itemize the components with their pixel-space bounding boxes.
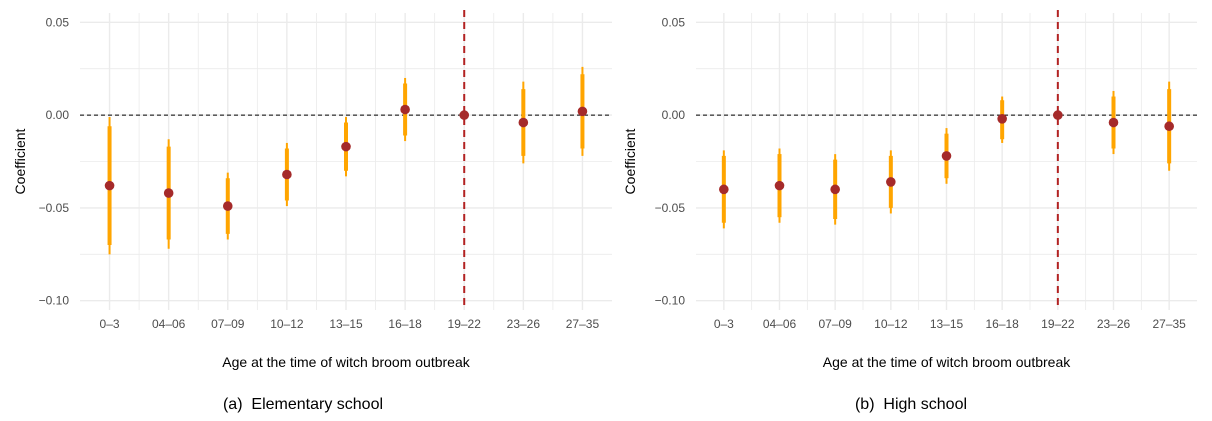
panel-caption: (b) High school	[855, 396, 967, 413]
x-tick-label: 16–18	[388, 317, 422, 331]
coefficient-point	[104, 180, 115, 191]
y-tick-label: −0.10	[39, 294, 70, 308]
x-tick-label: 16–18	[985, 317, 1019, 331]
x-tick-label: 07–09	[818, 317, 852, 331]
coefficient-point	[997, 114, 1007, 124]
x-tick-label: 10–12	[270, 317, 304, 331]
y-axis-title: Coefficient	[622, 128, 638, 194]
coefficient-point	[400, 104, 410, 115]
coefficient-point	[163, 188, 174, 198]
y-tick-label: 0.00	[46, 108, 70, 122]
x-tick-label: 0–3	[100, 317, 120, 331]
coefficient-point	[222, 201, 233, 211]
x-tick-label: 10–12	[874, 317, 908, 331]
x-tick-label: 23–26	[507, 317, 541, 331]
y-tick-label: 0.00	[662, 108, 686, 122]
x-tick-label: 04–06	[152, 317, 186, 331]
x-tick-label: 13–15	[329, 317, 363, 331]
x-tick-label: 13–15	[930, 317, 964, 331]
x-axis-title: Age at the time of witch broom outbreak	[222, 354, 470, 370]
y-tick-label: −0.05	[655, 201, 686, 215]
coefficient-point	[1053, 110, 1063, 120]
x-tick-label: 07–09	[211, 317, 245, 331]
chart-panel-2: 0.05 0.00 −0.05 −0.10 0–3 04–06 07–09 10–12 13–1…	[622, 10, 1197, 413]
x-tick-label: 23–26	[1097, 317, 1131, 331]
coefficient-point	[577, 106, 588, 117]
coefficient-point	[774, 180, 785, 191]
coefficient-point	[282, 169, 292, 180]
y-tick-label: −0.05	[39, 201, 70, 215]
coefficient-point	[830, 184, 840, 195]
x-tick-label: 27–35	[1152, 317, 1186, 331]
x-tick-label: 19–22	[1041, 317, 1075, 331]
coefficient-point	[459, 110, 470, 120]
x-tick-label: 04–06	[763, 317, 797, 331]
x-tick-label: 27–35	[566, 317, 600, 331]
x-tick-label: 0–3	[714, 317, 734, 331]
coefficient-point	[941, 151, 952, 161]
chart-panel-1: 0.05 0.00 −0.05 −0.10 0–3 04–06 07–09 10–12 13–1…	[12, 10, 612, 413]
coefficient-point	[1164, 121, 1174, 132]
y-tick-label: 0.05	[662, 15, 686, 29]
coefficient-point	[719, 184, 729, 195]
y-tick-label: −0.10	[655, 294, 686, 308]
coefficient-point	[1108, 117, 1119, 128]
coefficient-point	[341, 141, 351, 152]
y-axis-title: Coefficient	[12, 128, 28, 194]
x-tick-label: 19–22	[448, 317, 482, 331]
coefficient-point	[518, 117, 529, 128]
y-tick-label: 0.05	[46, 15, 70, 29]
coefficient-point	[886, 177, 896, 187]
x-axis-title: Age at the time of witch broom outbreak	[823, 354, 1071, 370]
panel-caption: (a) Elementary school	[223, 396, 383, 413]
